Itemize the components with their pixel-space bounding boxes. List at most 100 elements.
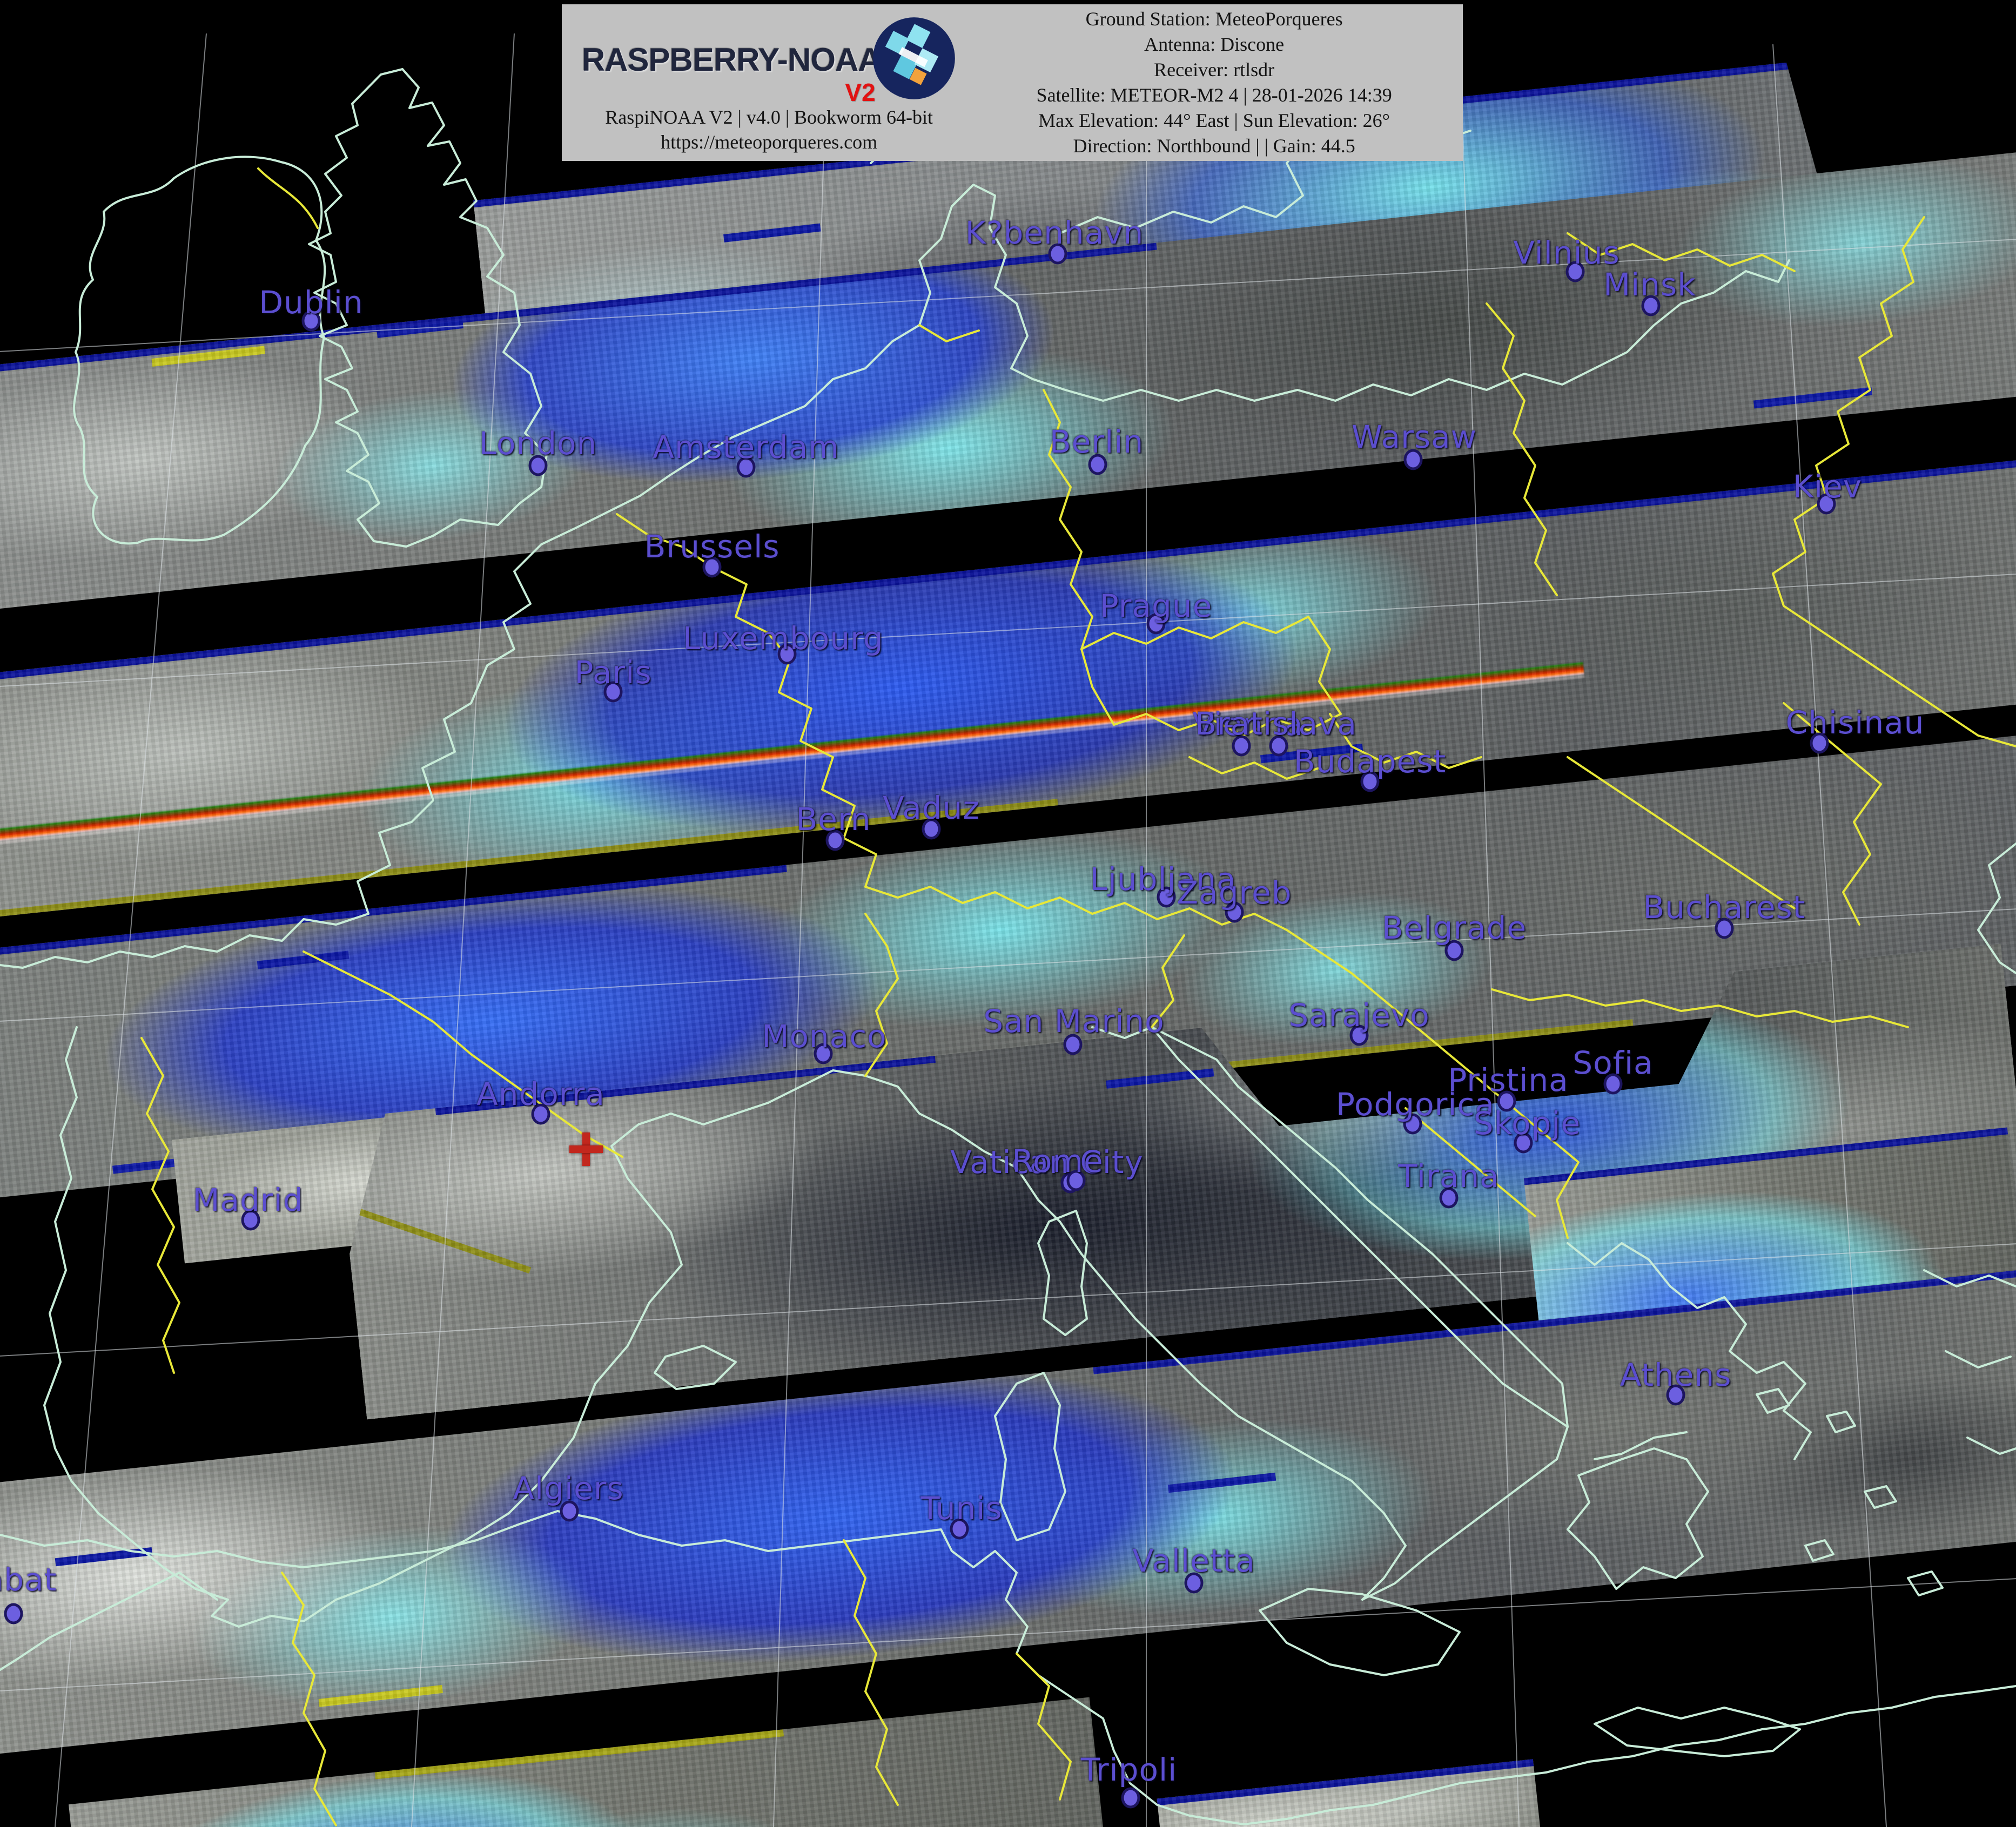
city-dot-pristina (1497, 1090, 1516, 1112)
city-dot-bratislava (1269, 735, 1288, 757)
city-dot-luxembourg (777, 643, 797, 665)
city-dot-brussels (702, 556, 722, 578)
city-dot-prague (1146, 613, 1166, 635)
receiver-line: Receiver: rtlsdr (1154, 59, 1275, 80)
city-label-brussels: Brussels (644, 528, 780, 565)
city-dot-tirana (1439, 1187, 1459, 1209)
satellite-line: Satellite: METEOR-M2 4 | 28-01-2026 14:3… (1036, 84, 1392, 106)
city-dot-warsaw (1403, 449, 1423, 470)
city-dot-k-benhavn (1048, 243, 1067, 265)
city-dot-belgrade (1444, 940, 1464, 961)
city-label-ljubljana: Ljubljana (1090, 861, 1237, 898)
city-dot-tunis (950, 1518, 969, 1540)
city-label-vaduz: Vaduz (883, 790, 980, 826)
city-dot-bucharest (1715, 918, 1734, 939)
city-dot-bern (825, 830, 845, 851)
city-label-athens: Athens (1619, 1357, 1732, 1393)
city-dot-algiers (560, 1500, 579, 1522)
city-label-valletta: Valletta (1132, 1542, 1255, 1579)
header-right-column: Ground Station: MeteoPorqueres Antenna: … (976, 4, 1463, 161)
city-dot-berlin (1088, 454, 1107, 475)
city-label-bratislava: Bratislava (1195, 705, 1357, 742)
station-url: https://meteoporqueres.com (661, 131, 878, 153)
city-label-vienna: Vienna (1192, 706, 1303, 743)
direction-gain-line: Direction: Northbound | | Gain: 44.5 (1073, 135, 1355, 157)
city-label-minsk: Minsk (1603, 266, 1696, 303)
city-dot-valletta (1184, 1572, 1204, 1594)
city-label-warsaw: Warsaw (1351, 419, 1477, 455)
city-label-bucharest: Bucharest (1643, 889, 1806, 926)
city-dot-minsk (1641, 295, 1661, 316)
city-label-paris: Paris (574, 654, 652, 691)
city-label-tripoli: Tripoli (1080, 1751, 1178, 1788)
city-label-berlin: Berlin (1049, 423, 1144, 460)
city-label-kiev: Kiev (1792, 468, 1863, 505)
city-label-luxembourg: Luxembourg (683, 620, 884, 657)
satellite-badge-icon (871, 16, 957, 104)
city-label-algiers: Algiers (513, 1470, 624, 1507)
city-dot-vienna (1232, 735, 1251, 757)
city-dot-rabat (4, 1603, 23, 1624)
city-dot-athens (1666, 1384, 1685, 1406)
city-label-rabat: Rabat (0, 1561, 57, 1598)
raspberry-noaa-logo: RASPBERRY-NOAA V2 (582, 14, 957, 105)
city-label-san-marino: San Marino (983, 1003, 1165, 1040)
borders-layer (140, 167, 2016, 1826)
city-label-rome: Rome (1012, 1143, 1104, 1179)
city-label-andorra: Andorra (476, 1076, 605, 1113)
city-dot-tripoli (1121, 1787, 1140, 1809)
city-label-pristina: Pristina (1448, 1062, 1569, 1098)
city-dot-san-marino (1063, 1034, 1083, 1055)
city-dot-dublin (301, 310, 321, 332)
city-label-monaco: Monaco (762, 1018, 887, 1055)
city-dot-andorra (531, 1103, 550, 1125)
city-label-prague: Prague (1099, 588, 1213, 624)
city-label-zagreb: Zagreb (1177, 874, 1292, 911)
city-dot-monaco (814, 1043, 833, 1064)
station-software-line: RaspiNOAA V2 | v4.0 | Bookworm 64-bit (605, 106, 933, 128)
city-label-budapest: Budapest (1293, 743, 1447, 780)
city-dot-kiev (1817, 493, 1836, 515)
city-label-bern: Bern (796, 801, 871, 838)
city-dot-vaduz (922, 818, 941, 840)
city-label-podgorica: Podgorica (1336, 1086, 1495, 1123)
logo-version-badge: V2 (845, 78, 876, 106)
city-dot-zagreb (1225, 901, 1244, 923)
city-dot-podgorica (1403, 1113, 1422, 1135)
city-label-dublin: Dublin (259, 284, 364, 321)
city-label-sofia: Sofia (1573, 1044, 1654, 1081)
city-dot-sofia (1603, 1073, 1623, 1095)
city-label-vilnius: Vilnius (1513, 234, 1620, 271)
city-dot-skopje (1514, 1132, 1533, 1154)
ground-station-marker (569, 1132, 603, 1166)
city-dot-madrid (241, 1209, 260, 1231)
elevation-line: Max Elevation: 44° East | Sun Elevation:… (1038, 110, 1390, 131)
header-info-box: RASPBERRY-NOAA V2 (562, 4, 1463, 161)
city-dot-ljubljana (1157, 886, 1176, 908)
city-label-belgrade: Belgrade (1381, 909, 1527, 946)
city-label-sarajevo: Sarajevo (1288, 997, 1430, 1034)
city-dot-amsterdam (736, 456, 756, 478)
city-dot-chisinau (1810, 732, 1829, 754)
city-label-london: London (479, 425, 597, 462)
city-label-chisinau: Chisinau (1785, 704, 1925, 741)
city-label-tirana: Tirana (1398, 1158, 1500, 1195)
city-label-skopje: Skopje (1473, 1105, 1581, 1142)
city-label-amsterdam: Amsterdam (653, 429, 839, 466)
city-label-k-benhavn: K?benhavn (965, 214, 1144, 251)
header-left-column: RASPBERRY-NOAA V2 (562, 4, 976, 161)
city-dot-rome (1066, 1170, 1086, 1191)
city-label-madrid: Madrid (192, 1182, 304, 1218)
city-dot-london (528, 455, 548, 476)
antenna-line: Antenna: Discone (1144, 33, 1285, 55)
city-dot-vilnius (1565, 261, 1585, 282)
logo-wordmark: RASPBERRY-NOAA (581, 41, 882, 78)
city-label-vatican-city: Vatican City (950, 1144, 1144, 1181)
city-dot-sarajevo (1349, 1024, 1369, 1046)
city-dot-paris (603, 681, 623, 703)
city-label-tunis: Tunis (920, 1490, 1003, 1527)
ground-station-line: Ground Station: MeteoPorqueres (1085, 8, 1343, 30)
